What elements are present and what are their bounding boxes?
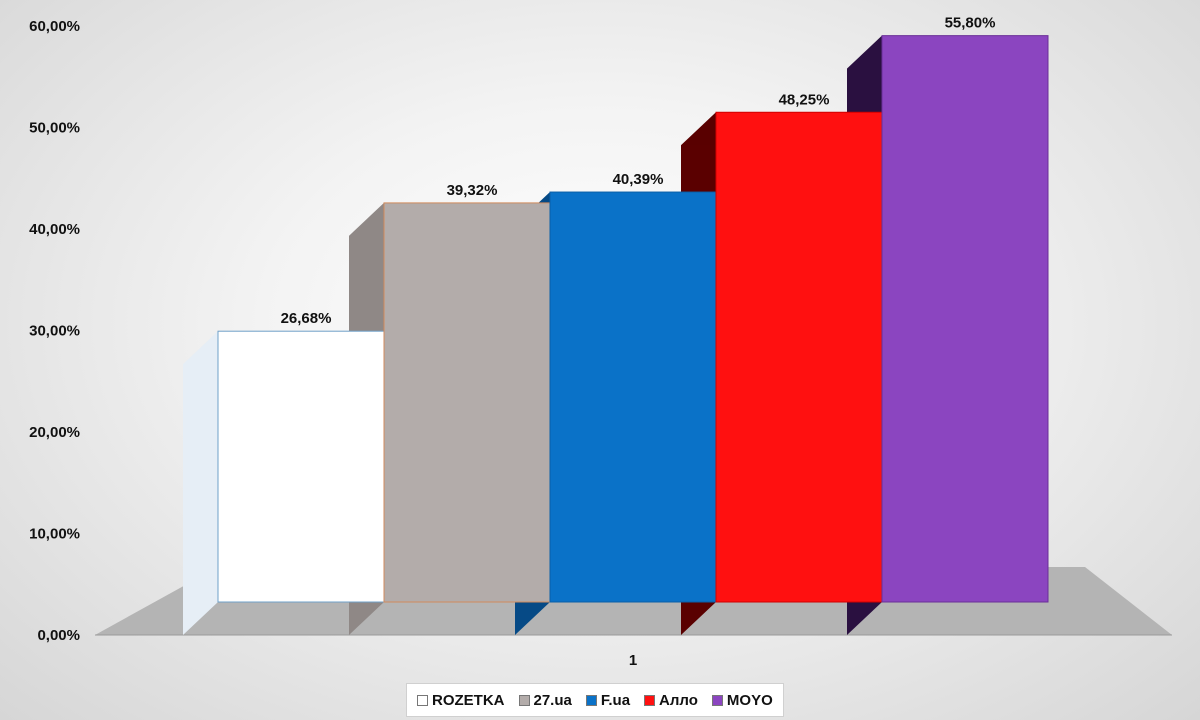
y-tick-label: 0,00% xyxy=(37,627,80,644)
legend-item-moyo[interactable]: MOYO xyxy=(711,691,773,709)
bar-side-rozetka xyxy=(183,331,218,635)
y-tick-label: 20,00% xyxy=(29,424,80,441)
bar-27ua xyxy=(383,202,551,603)
legend-item-rozetka[interactable]: ROZETKA xyxy=(417,692,505,709)
legend-item-allo[interactable]: Алло xyxy=(644,692,698,709)
legend-label-moyo: MOYO xyxy=(726,691,773,709)
legend-swatch-fua xyxy=(585,694,597,706)
legend-swatch-allo xyxy=(644,694,656,706)
legend: ROZETKA 27.ua F.ua Алло MOYO xyxy=(406,683,784,717)
legend-label-allo: Алло xyxy=(659,691,698,709)
data-label-fua: 40,39% xyxy=(613,171,664,188)
data-label-алло: 48,25% xyxy=(779,91,830,108)
legend-swatch-27ua xyxy=(518,694,530,706)
legend-swatch-moyo xyxy=(711,694,723,706)
bar-moyo xyxy=(881,35,1049,603)
legend-label-fua: F.ua xyxy=(600,691,631,709)
bar-fua xyxy=(549,191,717,603)
y-tick-label: 10,00% xyxy=(29,526,80,543)
bar-алло xyxy=(715,111,883,603)
bar-rozetka xyxy=(217,330,385,603)
y-tick-label: 40,00% xyxy=(29,221,80,238)
legend-label-27ua: 27.ua xyxy=(533,691,572,709)
legend-item-27ua[interactable]: 27.ua xyxy=(518,691,572,709)
data-label-rozetka: 26,68% xyxy=(281,310,332,327)
legend-label-rozetka: ROZETKA xyxy=(432,691,505,709)
y-tick-label: 30,00% xyxy=(29,323,80,340)
x-category-label: 1 xyxy=(629,652,637,669)
data-label-27ua: 39,32% xyxy=(447,182,498,199)
legend-item-fua[interactable]: F.ua xyxy=(585,691,631,709)
legend-swatch-rozetka xyxy=(417,694,428,706)
y-tick-label: 60,00% xyxy=(29,18,80,35)
y-tick-label: 50,00% xyxy=(29,120,80,137)
data-label-moyo: 55,80% xyxy=(945,15,996,32)
